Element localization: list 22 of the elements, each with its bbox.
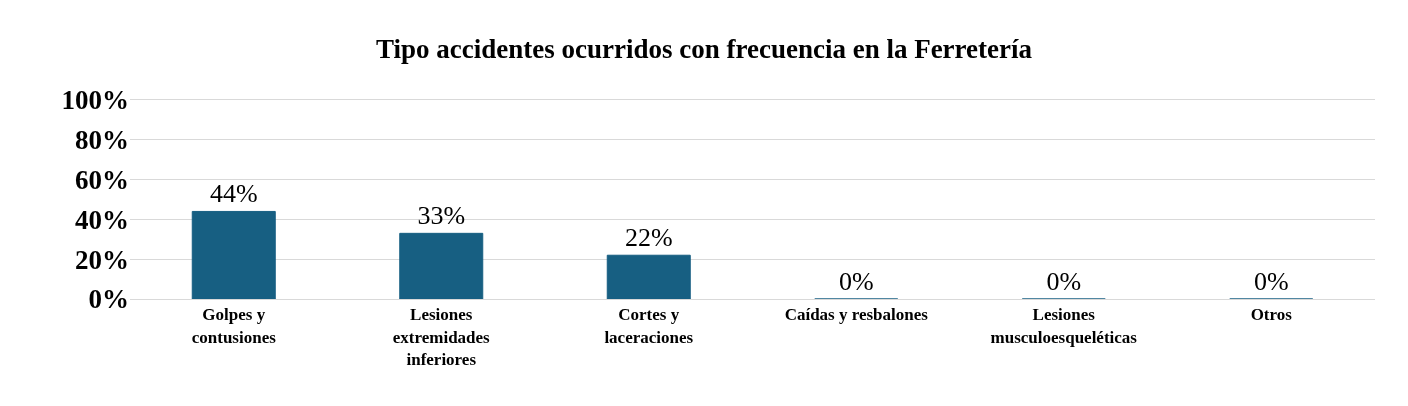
data-label: 0% (838, 267, 874, 296)
data-label: 33% (417, 201, 466, 231)
data-label: 0% (1046, 267, 1082, 296)
y-tick-label: 100% (61, 85, 129, 116)
x-tick-label: Caídas y resbalones (784, 305, 929, 325)
data-label: 0% (1253, 267, 1289, 296)
bar (191, 210, 276, 299)
x-tick-label: Golpes y contusiones (191, 305, 277, 347)
y-tick-label: 40% (75, 204, 129, 235)
y-tick-label: 60% (75, 165, 129, 196)
x-tick-label: Lesiones musculoesqueléticas (990, 305, 1138, 347)
x-tick-label: Cortes y laceraciones (604, 305, 694, 347)
bar (606, 254, 691, 299)
data-label: 22% (624, 223, 673, 253)
chart-title: Tipo accidentes ocurridos con frecuencia en la Ferretería (375, 34, 1033, 65)
y-tick-label: 80% (75, 125, 129, 156)
bar (399, 232, 484, 299)
y-tick-label: 0% (88, 284, 129, 315)
x-tick-label: Otros (1250, 305, 1293, 325)
x-tick-label: Lesiones extremidades inferiores (392, 305, 491, 369)
data-label: 44% (209, 179, 258, 209)
y-tick-label: 20% (75, 244, 129, 275)
